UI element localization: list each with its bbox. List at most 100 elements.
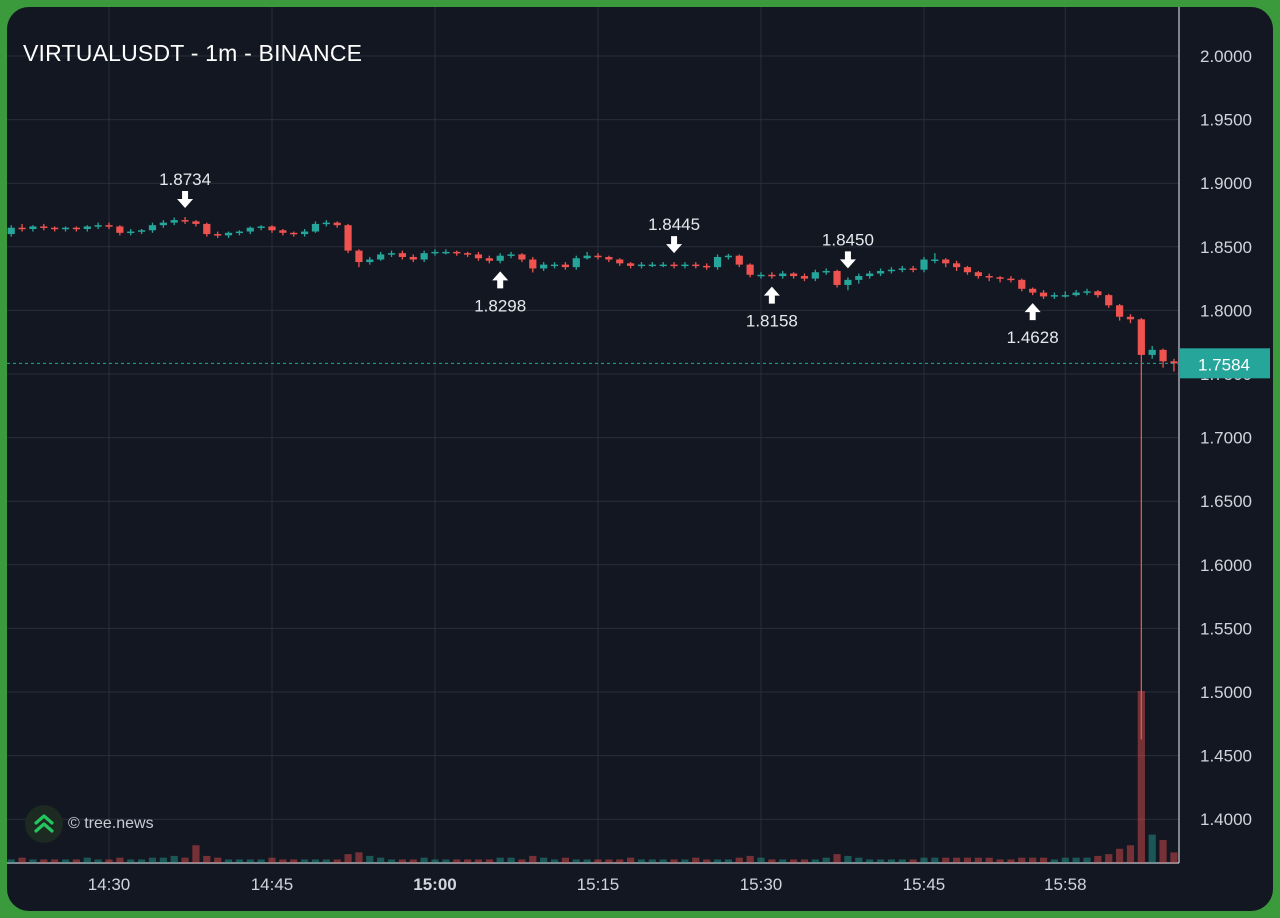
candle-body[interactable] <box>203 223 211 235</box>
candle-body[interactable] <box>1039 292 1048 297</box>
candle-body[interactable] <box>572 258 580 268</box>
candle-body[interactable] <box>920 259 928 270</box>
candle-body[interactable] <box>51 227 59 230</box>
candle-body[interactable] <box>398 253 406 257</box>
candle-body[interactable] <box>116 226 124 233</box>
candle-body[interactable] <box>257 226 265 228</box>
candle-body[interactable] <box>431 251 439 254</box>
candle-body[interactable] <box>876 270 885 274</box>
candle-body[interactable] <box>1159 349 1167 362</box>
candle-body[interactable] <box>409 256 417 260</box>
candle-body[interactable] <box>420 253 428 260</box>
candle-body[interactable] <box>963 267 972 273</box>
candle-body[interactable] <box>1061 295 1069 297</box>
candle-body[interactable] <box>387 253 396 255</box>
candle-body[interactable] <box>224 232 233 236</box>
candle-body[interactable] <box>1148 349 1156 355</box>
candle-body[interactable] <box>235 231 243 234</box>
candle-body[interactable] <box>83 226 91 229</box>
candle-body[interactable] <box>561 264 569 268</box>
candle-body[interactable] <box>268 226 276 231</box>
candle-body[interactable] <box>322 222 330 225</box>
candle-body[interactable] <box>1094 291 1102 296</box>
candle-body[interactable] <box>279 230 287 233</box>
candle-body[interactable] <box>713 256 722 268</box>
candle-body[interactable] <box>909 268 917 270</box>
candle-body[interactable] <box>7 227 15 235</box>
candle-body[interactable] <box>1083 291 1091 293</box>
candle-body[interactable] <box>344 225 352 251</box>
candle-body[interactable] <box>996 277 1004 279</box>
candle-body[interactable] <box>333 222 341 226</box>
candle-body[interactable] <box>1029 288 1037 293</box>
candle-body[interactable] <box>453 251 461 254</box>
candle-body[interactable] <box>550 264 559 267</box>
candle-body[interactable] <box>724 255 732 258</box>
candle-body[interactable] <box>159 222 167 226</box>
candle-body[interactable] <box>605 256 613 260</box>
candle-body[interactable] <box>670 264 678 267</box>
candle-body[interactable] <box>1050 295 1058 297</box>
candle-body[interactable] <box>757 274 765 277</box>
candle-body[interactable] <box>1126 316 1135 320</box>
candle-body[interactable] <box>855 276 863 280</box>
candle-body[interactable] <box>659 264 667 267</box>
candle-body[interactable] <box>594 255 602 258</box>
candle-body[interactable] <box>311 223 320 232</box>
candle-body[interactable] <box>898 268 906 270</box>
candle-body[interactable] <box>648 264 656 267</box>
candle-body[interactable] <box>942 259 950 264</box>
candle-body[interactable] <box>442 251 450 254</box>
candle-body[interactable] <box>974 272 982 277</box>
candle-body[interactable] <box>844 279 852 285</box>
candle-body[interactable] <box>866 273 874 277</box>
candle-body[interactable] <box>833 270 841 285</box>
candle-body[interactable] <box>138 230 146 232</box>
candle-body[interactable] <box>1137 319 1145 355</box>
candle-body[interactable] <box>40 226 48 228</box>
candle-body[interactable] <box>692 264 700 267</box>
candle-body[interactable] <box>181 220 189 222</box>
candle-body[interactable] <box>29 226 37 229</box>
candle-body[interactable] <box>464 253 472 255</box>
candle-body[interactable] <box>496 255 504 261</box>
candle-body[interactable] <box>1072 292 1080 296</box>
candle-body[interactable] <box>290 232 298 235</box>
candle-body[interactable] <box>540 264 548 269</box>
candle-body[interactable] <box>822 270 830 273</box>
candle-body[interactable] <box>94 225 102 227</box>
candle-body[interactable] <box>790 273 798 277</box>
candle-body[interactable] <box>366 259 374 263</box>
candle-body[interactable] <box>1116 305 1124 317</box>
candle-body[interactable] <box>985 276 993 278</box>
candle-body[interactable] <box>1007 278 1015 281</box>
candle-body[interactable] <box>148 225 157 231</box>
candle-body[interactable] <box>61 227 70 230</box>
candle-body[interactable] <box>768 274 776 277</box>
candle-body[interactable] <box>637 264 646 267</box>
candle-body[interactable] <box>485 258 493 261</box>
candle-body[interactable] <box>474 254 483 259</box>
candlestick-chart[interactable]: 2.00001.95001.90001.85001.80001.75001.70… <box>7 7 1273 911</box>
candle-body[interactable] <box>746 264 754 275</box>
candle-body[interactable] <box>735 255 743 265</box>
candle-body[interactable] <box>377 254 385 260</box>
candle-body[interactable] <box>192 221 200 224</box>
candle-body[interactable] <box>72 227 80 230</box>
candle-body[interactable] <box>355 250 363 263</box>
candle-body[interactable] <box>301 231 309 235</box>
candle-body[interactable] <box>1018 279 1026 289</box>
candle-body[interactable] <box>105 225 113 227</box>
candle-body[interactable] <box>518 254 526 260</box>
candle-body[interactable] <box>703 265 711 268</box>
candle-body[interactable] <box>953 263 961 268</box>
candle-body[interactable] <box>681 264 689 267</box>
candle-body[interactable] <box>127 231 135 234</box>
candle-body[interactable] <box>931 259 939 262</box>
candle-body[interactable] <box>779 273 787 277</box>
candle-body[interactable] <box>18 227 26 230</box>
candle-body[interactable] <box>800 276 809 279</box>
candle-body[interactable] <box>507 254 515 256</box>
candle-body[interactable] <box>583 255 591 259</box>
candle-body[interactable] <box>529 259 537 269</box>
